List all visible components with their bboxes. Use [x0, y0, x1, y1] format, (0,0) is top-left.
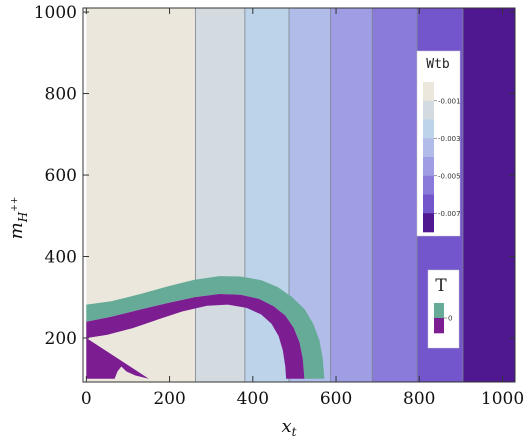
- wtb-legend: Wtb -0.001 -0.003 -0.005 -0.007: [416, 50, 461, 237]
- y-tick-label: 800: [45, 85, 77, 105]
- wtb-legend-tick-label: -0.001: [438, 97, 461, 105]
- t-region-lower: [86, 294, 305, 379]
- x-axis-ticks: 0 200 400 600 800 1000: [81, 8, 524, 409]
- t-legend-swatch: [434, 303, 444, 319]
- wtb-legend-swatch: [423, 213, 434, 233]
- t-region: [86, 276, 325, 379]
- t-legend-colorbar: [434, 303, 444, 334]
- y-axis-ticks: 200 400 600 800 1000: [34, 3, 515, 349]
- x-tick-label: 600: [320, 389, 352, 409]
- wtb-legend-swatch: [423, 138, 434, 158]
- wtb-band-7: [462, 8, 515, 382]
- wtb-band-5: [372, 8, 418, 382]
- x-tick-label: 200: [153, 389, 185, 409]
- t-legend-tick-label: 0: [448, 315, 452, 323]
- wtb-legend-ticks: -0.001 -0.003 -0.005 -0.007: [434, 97, 461, 218]
- t-legend-swatch: [434, 318, 444, 334]
- wtb-legend-tick-label: -0.007: [438, 210, 461, 218]
- wtb-band-4: [330, 8, 373, 382]
- wtb-legend-tick-label: -0.003: [438, 135, 461, 143]
- wtb-band-1: [195, 8, 245, 382]
- wtb-legend-title: Wtb: [426, 57, 450, 72]
- x-tick-label: 0: [81, 389, 92, 409]
- y-tick-label: 200: [45, 329, 77, 349]
- t-region-lower-corner: [86, 319, 158, 379]
- x-tick-label: 400: [237, 389, 269, 409]
- y-tick-label: 1000: [34, 3, 77, 23]
- x-tick-label: 1000: [481, 389, 524, 409]
- y-axis-label: mH++: [6, 197, 30, 240]
- y-tick-label: 400: [45, 248, 77, 268]
- wtb-legend-swatch: [423, 194, 434, 214]
- t-legend-title: T: [435, 276, 447, 296]
- y-tick-label: 600: [45, 166, 77, 186]
- t-legend-ticks: 0: [444, 315, 452, 323]
- wtb-legend-tick-label: -0.005: [438, 172, 461, 180]
- wtb-legend-swatch: [423, 157, 434, 177]
- wtb-legend-swatch: [423, 82, 434, 102]
- plot-frame: [82, 7, 516, 383]
- t-legend: T 0: [427, 269, 460, 349]
- wtb-legend-swatch: [423, 175, 434, 195]
- wtb-legend-swatch: [423, 100, 434, 120]
- x-tick-label: 800: [403, 389, 435, 409]
- x-axis-label: xt: [282, 416, 297, 439]
- wtb-legend-swatch: [423, 119, 434, 139]
- t-region-upper: [86, 276, 325, 379]
- wtb-legend-colorbar: [423, 82, 434, 233]
